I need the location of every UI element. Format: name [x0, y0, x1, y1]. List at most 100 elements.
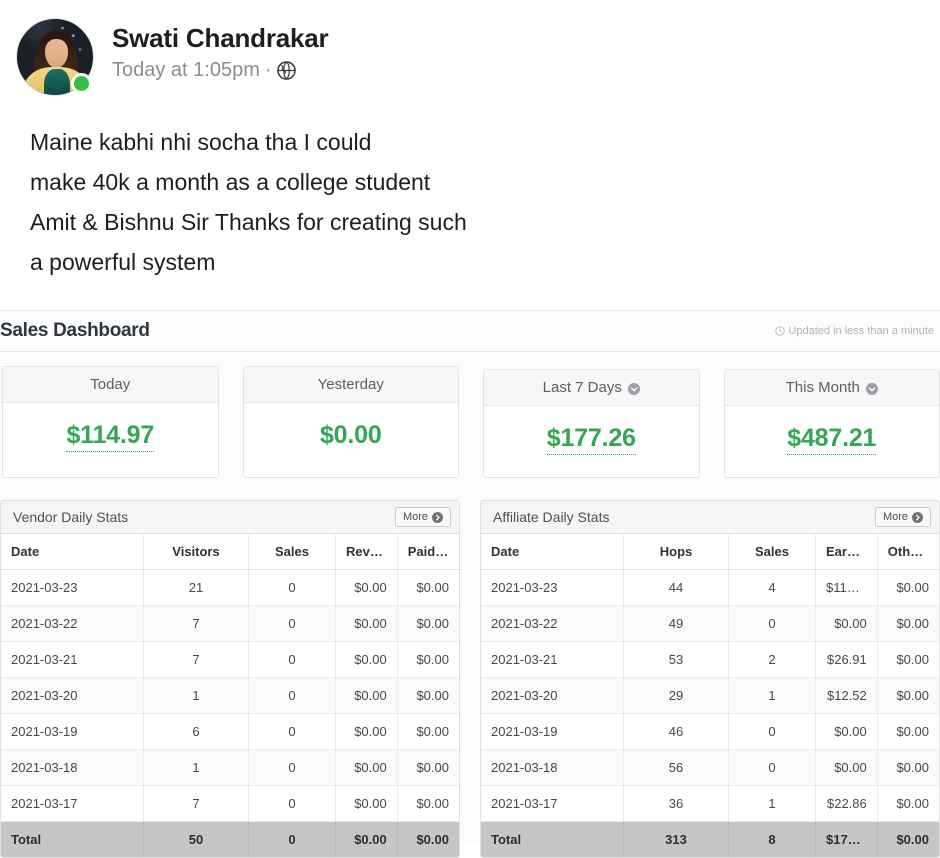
column-header-date[interactable]: Date: [1, 534, 144, 570]
cell-visitors: 7: [144, 786, 249, 822]
post-meta: Swati Chandrakar Today at 1:05pm ·: [112, 18, 328, 82]
stat-card-value[interactable]: $0.00: [320, 421, 382, 450]
table-header-row: Date Visitors Sales Revenue Paid Out: [1, 534, 459, 570]
cell-hops: 56: [624, 750, 729, 786]
affiliate-daily-stats-panel: Affiliate Daily Stats More Date Hops: [480, 500, 940, 858]
cell-date: 2021-03-20: [1, 678, 144, 714]
stat-card-today[interactable]: Today $114.97: [2, 366, 219, 478]
cell-hops: 53: [624, 642, 729, 678]
clock-icon: [775, 326, 785, 336]
cell-visitors: 7: [144, 606, 249, 642]
globe-icon[interactable]: [277, 61, 296, 80]
cell-paid-out: $0.00: [397, 606, 459, 642]
cell-revenue: $0.00: [336, 678, 398, 714]
vendor-more-label: More: [403, 511, 428, 523]
cell-earnings: $26.91: [816, 642, 878, 678]
column-header-paid-out[interactable]: Paid Out: [397, 534, 459, 570]
cell-date: 2021-03-23: [1, 570, 144, 606]
column-header-sales[interactable]: Sales: [729, 534, 816, 570]
column-header-other[interactable]: Other: [877, 534, 939, 570]
avatar-inner-top: [44, 69, 70, 96]
table-header-row: Date Hops Sales Earnings Other: [481, 534, 939, 570]
stat-card-this-month[interactable]: This Month $487.21: [724, 369, 940, 478]
cell-date: 2021-03-20: [481, 678, 624, 714]
post-text-line: Maine kabhi nhi socha tha I could: [30, 122, 940, 162]
cell-total-other: $0.00: [877, 822, 939, 858]
cell-sales: 0: [249, 570, 336, 606]
stat-card-value[interactable]: $487.21: [787, 424, 876, 455]
affiliate-more-button[interactable]: More: [875, 507, 931, 527]
cell-sales: 0: [729, 714, 816, 750]
cell-total-earnings: $177.26: [816, 822, 878, 858]
stat-card-value[interactable]: $177.26: [547, 424, 636, 455]
avatar[interactable]: [16, 18, 94, 96]
chevron-down-icon[interactable]: [866, 382, 878, 394]
cell-sales: 0: [249, 714, 336, 750]
column-header-earnings[interactable]: Earnings: [816, 534, 878, 570]
stat-card-header: Last 7 Days: [484, 370, 699, 406]
cell-hops: 49: [624, 606, 729, 642]
cell-date: 2021-03-22: [481, 606, 624, 642]
column-header-date[interactable]: Date: [481, 534, 624, 570]
column-header-sales[interactable]: Sales: [249, 534, 336, 570]
column-header-revenue[interactable]: Revenue: [336, 534, 398, 570]
chevron-down-icon[interactable]: [628, 382, 640, 394]
online-status-dot: [71, 73, 92, 94]
cell-sales: 1: [729, 786, 816, 822]
vendor-stats-table: Date Visitors Sales Revenue Paid Out 202…: [1, 534, 459, 857]
cell-other: $0.00: [877, 642, 939, 678]
chevron-right-icon: [432, 512, 443, 523]
column-header-hops[interactable]: Hops: [624, 534, 729, 570]
cell-paid-out: $0.00: [397, 642, 459, 678]
cell-total-label: Total: [481, 822, 624, 858]
post-timestamp[interactable]: Today at 1:05pm: [112, 59, 260, 82]
cell-date: 2021-03-18: [481, 750, 624, 786]
column-header-visitors[interactable]: Visitors: [144, 534, 249, 570]
post-header: Swati Chandrakar Today at 1:05pm ·: [0, 0, 940, 96]
affiliate-panel-header: Affiliate Daily Stats More: [481, 501, 939, 534]
cell-sales: 0: [249, 642, 336, 678]
cell-sales: 0: [249, 786, 336, 822]
cell-visitors: 1: [144, 750, 249, 786]
cell-date: 2021-03-22: [1, 606, 144, 642]
post-text-line: a powerful system: [30, 242, 940, 282]
cell-paid-out: $0.00: [397, 570, 459, 606]
cell-sales: 0: [249, 606, 336, 642]
vendor-more-button[interactable]: More: [395, 507, 451, 527]
column-header-other-label: Other: [888, 544, 923, 559]
post-author-name[interactable]: Swati Chandrakar: [112, 24, 328, 54]
cell-visitors: 21: [144, 570, 249, 606]
sales-dashboard: Sales Dashboard Updated in less than a m…: [0, 310, 940, 843]
stat-card-value[interactable]: $114.97: [66, 421, 154, 452]
stat-card-body: $177.26: [484, 406, 699, 477]
cell-sales: 0: [729, 750, 816, 786]
affiliate-more-label: More: [883, 511, 908, 523]
question-circle-icon[interactable]: [925, 545, 936, 556]
stat-card-last-7-days[interactable]: Last 7 Days $177.26: [483, 369, 700, 478]
cell-total-paid-out: $0.00: [397, 822, 459, 858]
stat-card-yesterday[interactable]: Yesterday $0.00: [243, 366, 460, 478]
stat-card-label: Yesterday: [318, 376, 384, 393]
cell-revenue: $0.00: [336, 642, 398, 678]
cell-earnings: $0.00: [816, 714, 878, 750]
cell-total-label: Total: [1, 822, 144, 858]
cell-paid-out: $0.00: [397, 750, 459, 786]
cell-sales: 1: [729, 678, 816, 714]
cell-other: $0.00: [877, 606, 939, 642]
cell-hops: 36: [624, 786, 729, 822]
cell-earnings: $12.52: [816, 678, 878, 714]
cell-other: $0.00: [877, 750, 939, 786]
cell-hops: 46: [624, 714, 729, 750]
cell-date: 2021-03-18: [1, 750, 144, 786]
dashboard-header: Sales Dashboard Updated in less than a m…: [0, 311, 940, 352]
